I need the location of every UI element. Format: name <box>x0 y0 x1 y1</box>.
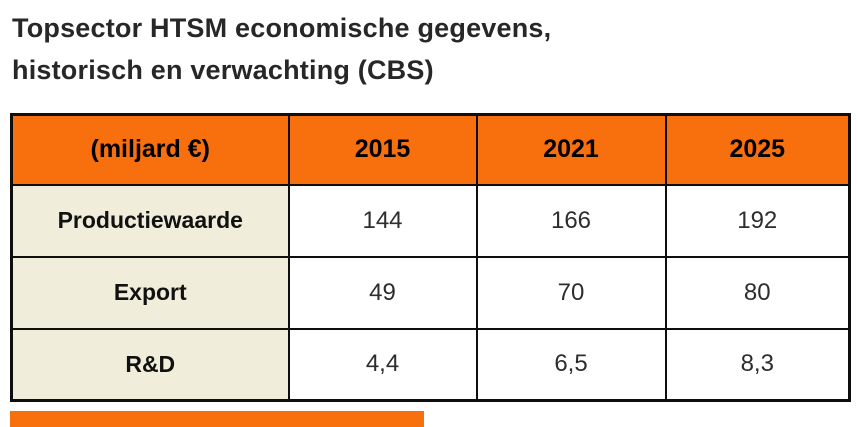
header-cell-2021: 2021 <box>475 113 667 186</box>
cell-export-2015: 49 <box>287 255 478 330</box>
cell-rd-2015: 4,4 <box>287 327 478 402</box>
row-label-export: Export <box>10 255 290 330</box>
row-label-productiewaarde: Productiewaarde <box>10 183 290 258</box>
cell-export-2025: 80 <box>664 255 851 330</box>
cell-productiewaarde-2025: 192 <box>664 183 851 258</box>
table-header-row: (miljard €) 2015 2021 2025 <box>10 113 851 186</box>
page-title-line2: historisch en verwachting (CBS) <box>12 55 434 85</box>
cell-rd-2021: 6,5 <box>475 327 667 402</box>
economic-data-table: (miljard €) 2015 2021 2025 Productiewaar… <box>10 113 851 402</box>
partial-orange-bar-bottom <box>10 411 424 427</box>
table-row-productiewaarde: Productiewaarde 144 166 192 <box>10 183 851 258</box>
header-cell-unit: (miljard €) <box>10 113 290 186</box>
table-row-export: Export 49 70 80 <box>10 255 851 330</box>
page-title: Topsector HTSM economische gegevens, his… <box>12 7 551 91</box>
page-title-line1: Topsector HTSM economische gegevens, <box>12 13 552 43</box>
cell-productiewaarde-2015: 144 <box>287 183 478 258</box>
cell-export-2021: 70 <box>475 255 667 330</box>
cell-productiewaarde-2021: 166 <box>475 183 667 258</box>
header-cell-2015: 2015 <box>287 113 478 186</box>
table-row-rd: R&D 4,4 6,5 8,3 <box>10 327 851 402</box>
row-label-rd: R&D <box>10 327 290 402</box>
header-cell-2025: 2025 <box>664 113 851 186</box>
cell-rd-2025: 8,3 <box>664 327 851 402</box>
